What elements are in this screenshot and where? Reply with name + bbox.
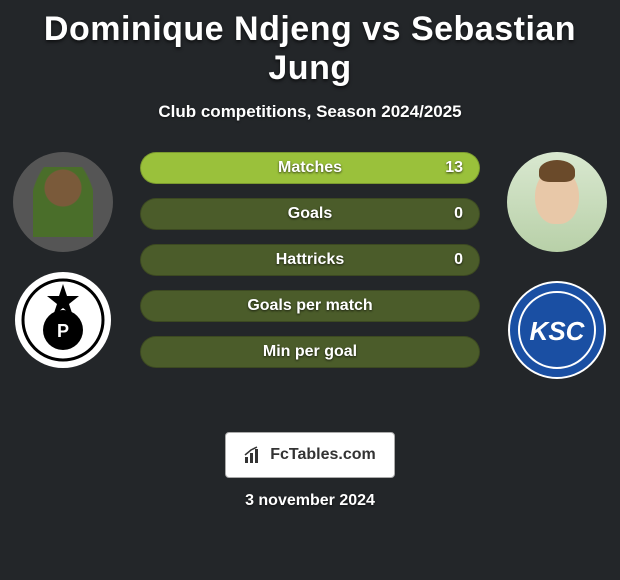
player-face-icon	[535, 168, 579, 224]
player-right-avatar	[507, 152, 607, 252]
date-label: 3 november 2024	[0, 492, 620, 510]
stats-list: Matches 13 Goals 0 Hattricks 0 Goals per…	[140, 152, 480, 368]
stat-value-right: 0	[454, 205, 463, 223]
club-left-badge: P	[13, 270, 113, 370]
subtitle: Club competitions, Season 2024/2025	[0, 102, 620, 122]
svg-text:KSC: KSC	[530, 316, 586, 346]
stat-bar-hattricks: Hattricks 0	[140, 244, 480, 276]
stat-label: Hattricks	[276, 251, 344, 269]
stat-bar-goals: Goals 0	[140, 198, 480, 230]
comparison-panel: P Matches 13 Goals 0 Hattricks 0 Goals p…	[0, 152, 620, 412]
player-silhouette-icon	[33, 167, 93, 237]
stat-value-right: 0	[454, 251, 463, 269]
stat-bar-min-per-goal: Min per goal	[140, 336, 480, 368]
stat-value-right: 13	[445, 159, 463, 177]
branding-badge: FcTables.com	[225, 432, 395, 478]
right-column: KSC	[502, 152, 612, 380]
stat-label: Goals	[288, 205, 332, 223]
club-right-badge: KSC	[507, 280, 607, 380]
stat-label: Goals per match	[247, 297, 372, 315]
branding-text: FcTables.com	[270, 446, 376, 464]
stat-bar-goals-per-match: Goals per match	[140, 290, 480, 322]
club-badge-icon: KSC	[507, 280, 607, 380]
club-badge-icon: P	[13, 270, 113, 370]
stat-label: Matches	[278, 159, 342, 177]
page-title: Dominique Ndjeng vs Sebastian Jung	[0, 0, 620, 88]
svg-text:P: P	[57, 321, 69, 341]
player-left-avatar	[13, 152, 113, 252]
stat-label: Min per goal	[263, 343, 357, 361]
chart-icon	[244, 445, 264, 465]
stat-bar-matches: Matches 13	[140, 152, 480, 184]
left-column: P	[8, 152, 118, 370]
